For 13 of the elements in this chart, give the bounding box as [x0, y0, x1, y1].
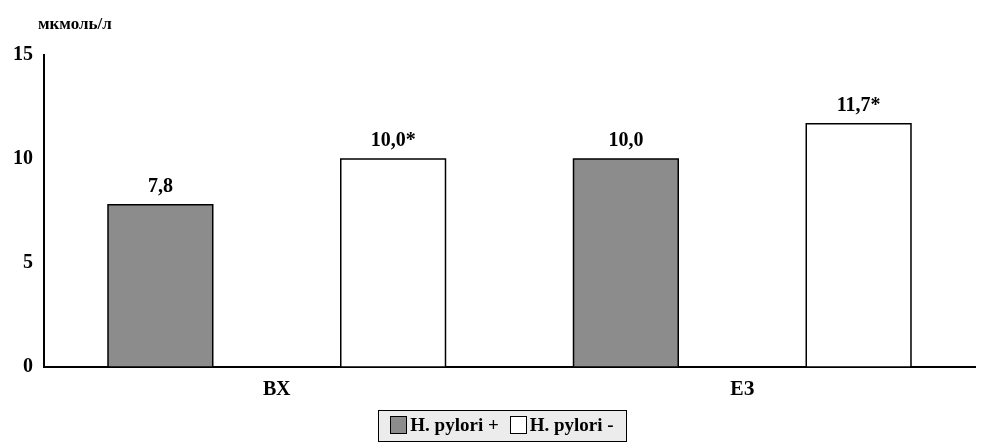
data-label: 7,8	[147, 173, 173, 196]
data-label: 10,0*	[370, 128, 416, 151]
data-label: 10,0	[608, 128, 644, 151]
y-axis-title: мкмоль/л	[38, 13, 113, 33]
data-label: 11,7*	[836, 92, 881, 115]
legend-label: H. pylori +	[410, 414, 499, 436]
x-tick-label: ВХ	[263, 377, 291, 400]
x-tick-label: ЕЗ	[730, 377, 755, 400]
y-tick-label: 5	[23, 250, 33, 273]
y-tick-label: 15	[13, 42, 33, 65]
y-tick-label: 10	[13, 146, 33, 169]
legend-label: H. pylori -	[529, 414, 614, 436]
y-tick-label: 0	[23, 354, 33, 377]
